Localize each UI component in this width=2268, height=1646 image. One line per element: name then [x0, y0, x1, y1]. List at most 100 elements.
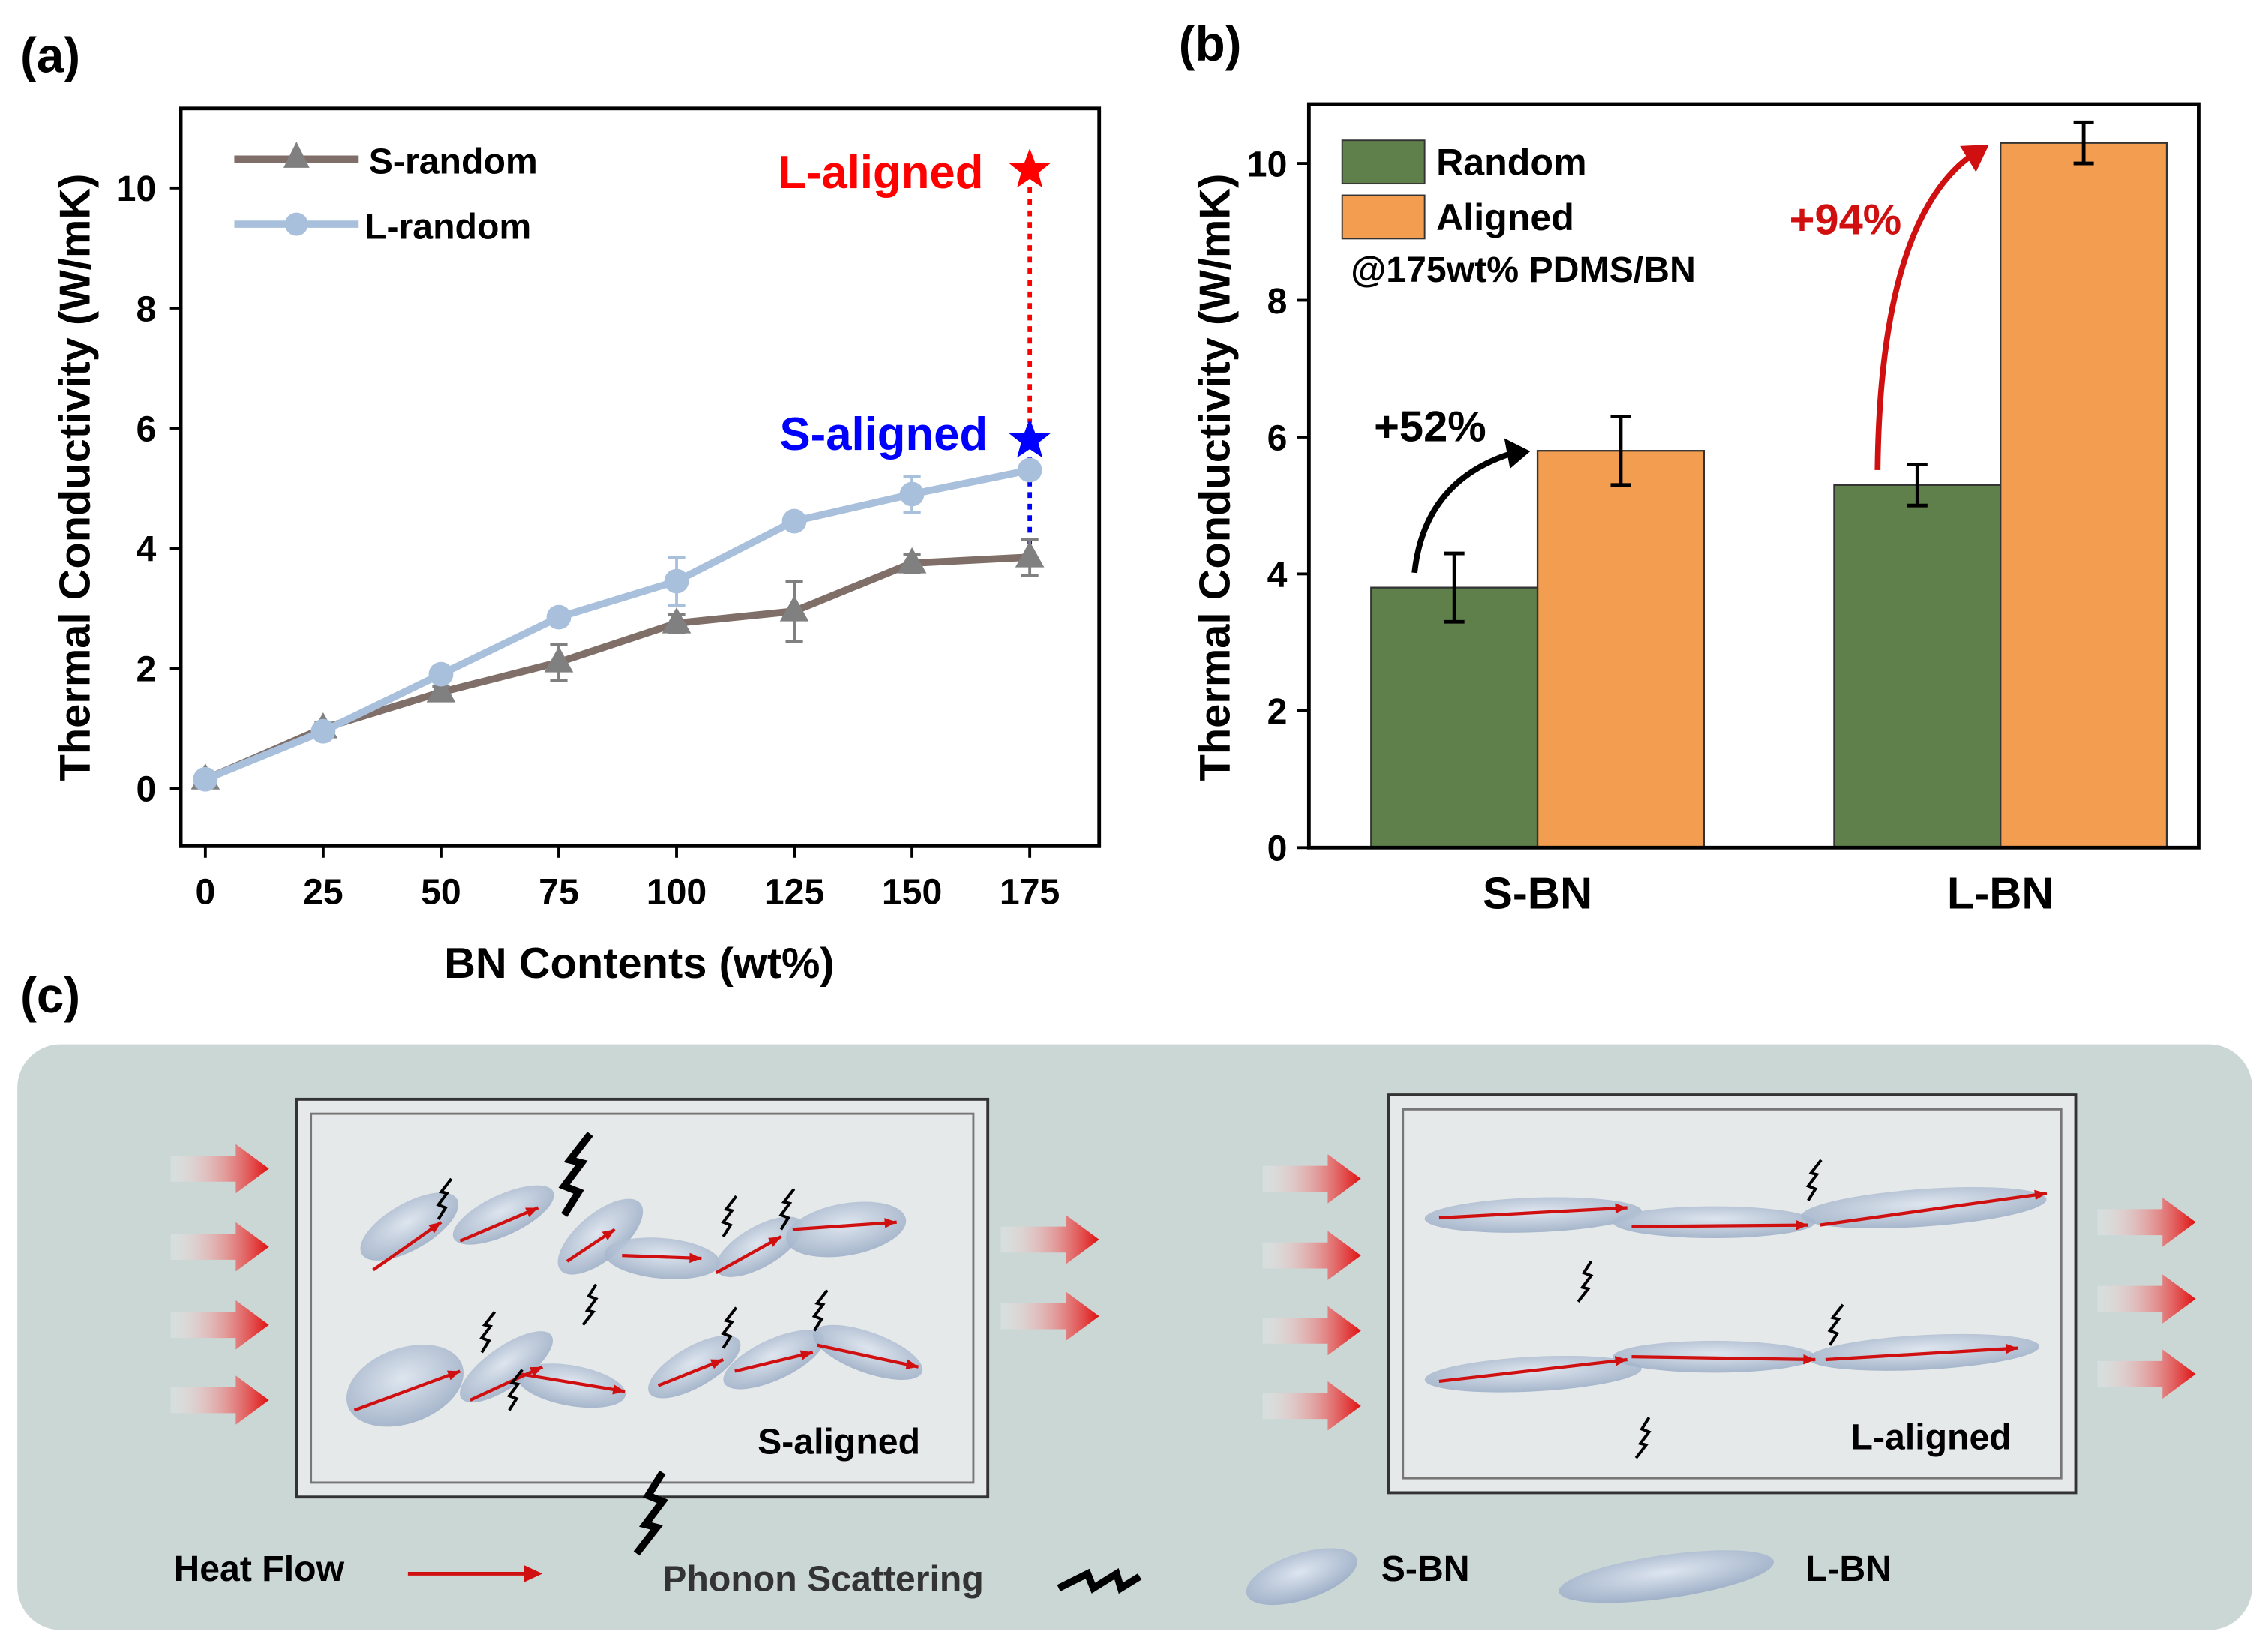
data-point-triangle	[1015, 541, 1045, 568]
data-point-triangle	[662, 607, 692, 634]
y-tick-label-a: 2	[136, 649, 156, 690]
heat-path-arrowhead-icon	[884, 1218, 897, 1228]
data-point-circle	[1017, 457, 1042, 483]
panel-label-a: (a)	[20, 28, 80, 83]
heat-path-arrow-icon	[622, 1254, 702, 1261]
bar-Aligned-S-BN	[1536, 450, 1706, 849]
heat-path-arrowhead-icon	[1803, 1354, 1816, 1365]
box-l-aligned: L-aligned	[1387, 1093, 2078, 1495]
legend-s-bn: S-BN	[1382, 1549, 1470, 1589]
heat-flow-arrow-icon	[170, 1144, 269, 1194]
bn-flake-icon	[1612, 1206, 1816, 1238]
x-tick-label-a: 50	[421, 872, 461, 913]
label-s-aligned: S-aligned	[780, 409, 988, 460]
arrowhead-s	[1504, 438, 1531, 469]
heat-path-arrowhead-icon	[446, 1370, 460, 1381]
increase-label-l: +94%	[1790, 196, 1902, 244]
heat-flow-arrow-icon	[1262, 1381, 1361, 1431]
box-s-aligned: S-aligned	[295, 1097, 990, 1499]
data-point-triangle	[897, 547, 927, 574]
y-tick-label-b: 2	[1268, 691, 1288, 732]
schematic-legend: Heat Flow Phonon Scattering S-BN L-BN	[173, 1548, 1892, 1606]
phonon-scattering-icon	[1805, 1159, 1822, 1201]
heat-path-arrowhead-icon	[710, 1359, 724, 1369]
data-point-circle	[664, 568, 689, 594]
error-bar	[2073, 120, 2094, 166]
data-point-circle	[899, 481, 925, 507]
increase-label-s: +52%	[1374, 403, 1486, 451]
bn-flake-icon	[723, 1330, 825, 1390]
phonon-scattering-icon	[721, 1195, 738, 1238]
legend-swatch-aligned	[1341, 194, 1426, 240]
panel-label-b: (b)	[1179, 16, 1242, 71]
heat-flow-arrow-icon	[1262, 1154, 1361, 1204]
legend-random: Random	[1436, 142, 1586, 184]
data-point-circle	[782, 508, 807, 534]
phonon-scattering-icon	[581, 1283, 598, 1326]
bn-flake-icon	[460, 1331, 553, 1403]
heat-path-arrowhead-icon	[2034, 1189, 2047, 1201]
x-tick-label-a: 75	[538, 872, 579, 913]
schematic-c: S-aligned L-aligned Heat Flow Phonon Sca…	[17, 1044, 2252, 1630]
phonon-scattering-icon	[479, 1311, 496, 1354]
bn-flake-icon	[1424, 1197, 1642, 1233]
box-label-l-aligned: L-aligned	[1851, 1417, 2012, 1458]
bar-Aligned-L-BN	[2000, 142, 2168, 849]
heat-path-arrowhead-icon	[428, 1222, 442, 1234]
data-point-triangle	[426, 676, 456, 703]
legend-s-random: S-random	[369, 142, 538, 182]
legend-triangle-icon	[284, 142, 310, 168]
error-bar	[1444, 551, 1465, 624]
plot-frame-b	[1306, 102, 2200, 850]
phonon-scattering-icon	[436, 1177, 453, 1220]
bn-flake-icon	[557, 1198, 644, 1275]
heat-path-arrowhead-icon	[689, 1252, 702, 1264]
heat-path-arrowhead-icon	[768, 1237, 782, 1247]
box-label-s-aligned: S-aligned	[758, 1421, 920, 1462]
heat-path-arrowhead-icon	[612, 1384, 626, 1395]
star-marker-S-aligned	[1009, 418, 1051, 458]
series-line-L-random	[204, 466, 1031, 783]
data-point-circle	[428, 661, 454, 687]
chart-a: BN Contents (wt%) Thermal Conductivity (…	[52, 106, 1102, 988]
chart-b: Thermal Conductivity (W/mK) 0 2 4 6 8 10 S-BN L…	[1191, 102, 2200, 918]
heat-path-arrow-icon	[353, 1369, 461, 1412]
heat-path-arrow-icon	[792, 1220, 897, 1231]
heat-path-arrowhead-icon	[529, 1366, 543, 1377]
heat-path-arrow-icon	[817, 1343, 920, 1369]
annotation-composition: @175wt% PDMS/BN	[1351, 250, 1696, 290]
data-point-circle	[193, 766, 218, 792]
heat-flow-arrow-icon	[170, 1222, 269, 1272]
y-tick-label-b: 4	[1268, 555, 1288, 595]
heat-path-arrow-icon	[1438, 1206, 1628, 1220]
bn-flake-icon	[517, 1363, 626, 1408]
legend-aligned: Aligned	[1436, 196, 1574, 238]
heat-path-arrow-icon	[469, 1365, 544, 1402]
label-l-aligned: L-aligned	[778, 147, 983, 199]
phonon-scattering-icon	[1634, 1417, 1652, 1459]
data-point-circle	[310, 718, 336, 744]
data-point-triangle	[779, 595, 809, 622]
legend-swatch-random	[1341, 139, 1426, 185]
heat-flow-arrow-icon	[1262, 1306, 1361, 1356]
heat-flow-arrow-icon	[2097, 1349, 2196, 1399]
heat-flow-arrow-icon	[170, 1375, 269, 1425]
heat-flow-arrowhead-icon	[524, 1564, 543, 1582]
y-tick-label-b: 8	[1268, 281, 1288, 322]
heat-path-arrowhead-icon	[525, 1207, 538, 1217]
heat-path-arrow-icon	[1819, 1192, 2048, 1227]
y-axis-label-b: Thermal Conductivity (W/mK)	[1191, 174, 1239, 781]
y-tick-label-b: 10	[1247, 144, 1288, 184]
increase-arrow-l	[1874, 151, 1976, 470]
l-bn-flake-icon	[1558, 1550, 1774, 1603]
phonon-scattering-icon	[1057, 1567, 1142, 1594]
plot-frame-a	[178, 106, 1102, 848]
phonon-scattering-icon	[812, 1289, 829, 1332]
phonon-scattering-icon	[506, 1369, 524, 1411]
y-tick-label-b: 0	[1268, 829, 1288, 869]
heat-path-arrow-icon	[734, 1351, 814, 1373]
arrowhead-l	[1960, 145, 1989, 172]
x-tick-label-a: 100	[646, 872, 706, 913]
heat-flow-arrow-icon	[1262, 1231, 1361, 1280]
